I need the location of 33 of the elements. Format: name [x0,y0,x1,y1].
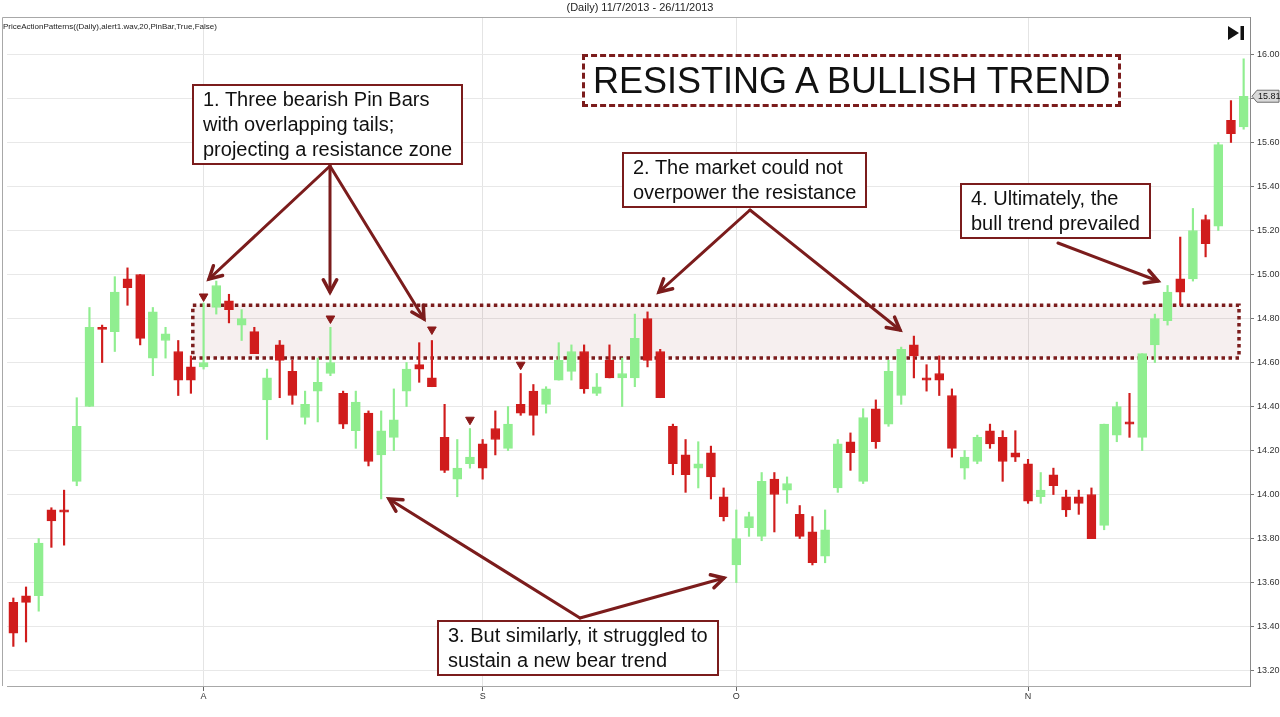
candlestick [325,326,336,377]
y-tick-label: 14.00 [1257,489,1280,500]
x-tick-label: A [200,690,207,701]
point [427,326,437,335]
y-tick-label: 15.00 [1257,268,1280,279]
point [515,361,526,371]
y-tick-label: 14.80 [1257,312,1280,323]
y-tick-label: 13.80 [1257,533,1280,544]
annotation: PriceActionPatterns((Daily),alert1.wav,20,PinBar,True,False) [3,22,217,32]
point [325,315,336,324]
text: 15.81 [1258,91,1280,102]
x-tick-label: O [732,690,740,701]
y-tick-label: 13.40 [1257,621,1280,632]
y-tick-label: 14.40 [1257,401,1280,411]
y-tick-label: 13.20 [1257,665,1280,676]
annotation: 2. The market could not overpower the resistance [622,152,868,208]
y-tick-label: 14.60 [1257,356,1280,367]
y-tick-label: 16.00 [1257,48,1280,59]
point [465,416,475,426]
annotation: 1. Three bearish Pin Bars with overlapping tails; projecting a resistance zone [192,84,464,165]
y-tick-label: 14.20 [1257,445,1280,456]
candlestick [845,432,856,471]
chart-title: (Daily) 11/7/2013 - 26/11/2013 [566,1,714,14]
x-tick-label: N [1024,690,1032,701]
y-tick-label: 13.60 [1257,577,1280,588]
y-tick-label: 15.20 [1257,224,1280,235]
annotation: 3. But similarly, it struggled to sustain a new bear trend [437,620,719,676]
y-tick-label: 15.40 [1257,180,1280,191]
annotation: 4. Ultimately, the bull trend prevailed [960,183,1151,239]
x-tick-label: S [479,690,486,701]
y-tick-label: 15.60 [1257,136,1280,147]
annotation: RESISTING A BULLISH TREND [582,54,1122,107]
point [198,293,209,302]
